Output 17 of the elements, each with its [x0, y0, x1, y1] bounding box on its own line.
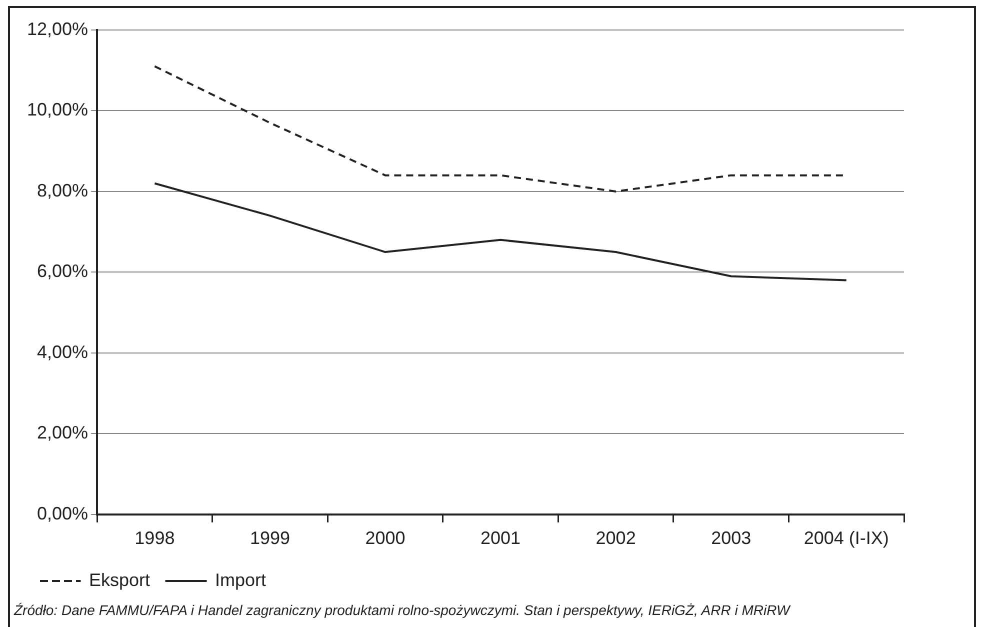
y-tick-label: 6,00% [37, 261, 88, 282]
y-tick-label: 12,00% [26, 18, 88, 39]
legend-label: Eksport [89, 570, 150, 590]
y-tick-label: 2,00% [37, 422, 88, 443]
y-tick-label: 8,00% [37, 180, 88, 200]
text: Źródło: Dane FAMMU/FAPA i Handel zagraniczny produktami rolno-spożywczymi. Stan i perspektywy, IERiGŻ, ARR i MRiRW [14, 602, 790, 618]
y-tick-label: 10,00% [26, 100, 88, 120]
y-tick-label: 4,00% [37, 342, 88, 362]
x-tick-label: 1998 [134, 528, 175, 548]
x-tick-label: 2002 [596, 528, 636, 548]
x-tick-label: 2004 (I-IX) [804, 528, 889, 548]
x-tick-label: 2000 [365, 528, 406, 548]
x-tick-label: 2001 [480, 528, 521, 548]
x-tick-label: 2003 [711, 528, 752, 548]
y-tick-label: 0,00% [37, 503, 88, 524]
legend-label: Import [215, 570, 266, 590]
x-tick-label: 1999 [250, 528, 290, 548]
